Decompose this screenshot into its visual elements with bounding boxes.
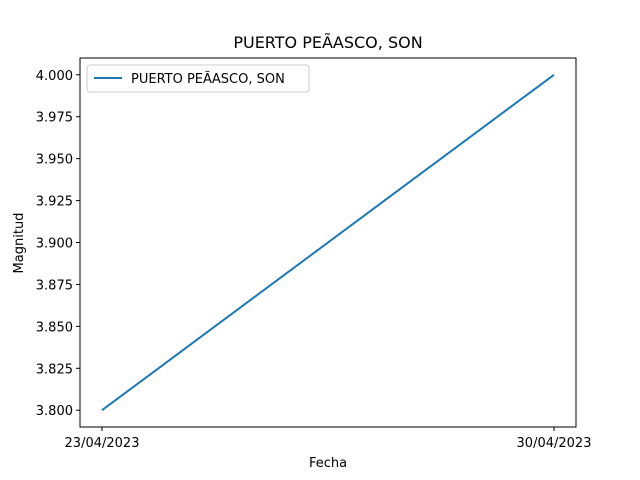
y-tick-label: 3.825 (36, 362, 73, 377)
y-tick-label: 3.800 (36, 404, 73, 419)
y-axis-label: Magnitud (12, 213, 27, 274)
chart-title: PUERTO PEÃASCO, SON (233, 33, 422, 52)
y-tick-label: 4.000 (36, 69, 73, 84)
x-axis-ticks: 23/04/2023 30/04/2023 (65, 427, 592, 451)
x-tick-label: 23/04/2023 (65, 436, 140, 451)
y-tick-label: 3.850 (36, 320, 73, 335)
y-tick-label: 3.950 (36, 153, 73, 168)
y-tick-label: 3.975 (36, 111, 73, 126)
y-tick-label: 3.925 (36, 195, 73, 210)
x-tick-label: 30/04/2023 (517, 436, 592, 451)
legend: PUERTO PEÃASCO, SON (87, 65, 309, 92)
legend-label: PUERTO PEÃASCO, SON (131, 71, 285, 87)
y-tick-label: 3.875 (36, 278, 73, 293)
y-axis-ticks: 3.800 3.825 3.850 3.875 3.900 3.925 3.950 3.975… (36, 69, 80, 419)
x-axis-label: Fecha (309, 456, 347, 471)
y-tick-label: 3.900 (36, 237, 73, 252)
